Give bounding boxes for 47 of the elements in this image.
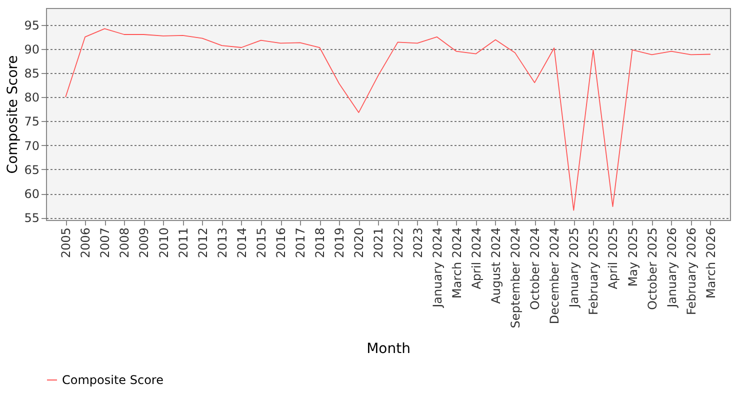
x-tick-label: 2020 — [352, 228, 366, 258]
x-tick-label: 2017 — [294, 228, 308, 258]
x-tick-label: 2015 — [254, 228, 268, 258]
x-tick-label: 2018 — [313, 228, 328, 258]
x-tick-label: January 2024 — [430, 228, 444, 308]
y-axis-title: Composite Score — [5, 55, 22, 174]
y-tick-label: 75 — [24, 114, 40, 129]
x-tick-label: 2010 — [156, 228, 171, 258]
x-tick-label: December 2024 — [548, 228, 562, 324]
x-tick-label: January 2025 — [567, 228, 582, 308]
x-tick-label: 2005 — [59, 228, 74, 258]
line-series — [65, 28, 711, 211]
x-tick-label: April 2025 — [606, 228, 620, 290]
x-tick-label: April 2024 — [469, 228, 484, 290]
y-tick-label: 80 — [24, 90, 40, 105]
x-tick-label: 2008 — [118, 228, 132, 258]
y-tick-label: 55 — [24, 211, 40, 226]
x-tick-label: 2007 — [98, 228, 112, 258]
x-tick-label: 2021 — [372, 228, 386, 258]
x-tick-label: 2009 — [137, 228, 152, 258]
x-tick-label: February 2025 — [586, 228, 601, 316]
x-tick-label: May 2025 — [626, 228, 640, 287]
x-tick-label: January 2026 — [664, 228, 679, 308]
x-tick-label: 2019 — [332, 228, 347, 258]
x-tick-label: 2014 — [234, 228, 249, 258]
y-tick-label: 85 — [24, 66, 40, 81]
y-tick-label: 90 — [24, 42, 40, 56]
y-tick-label: 95 — [24, 18, 40, 32]
x-tick-label: September 2024 — [508, 228, 523, 328]
y-tick-label: 60 — [24, 187, 40, 201]
legend-label: Composite Score — [62, 373, 164, 387]
x-tick-label: October 2024 — [528, 228, 542, 310]
x-tick-label: 2023 — [410, 228, 425, 258]
y-tick-label: 65 — [24, 162, 40, 177]
x-tick-label: 2013 — [215, 228, 230, 258]
x-tick-label: 2011 — [176, 228, 190, 258]
x-tick-label: February 2026 — [684, 228, 698, 316]
x-tick-label: 2022 — [391, 228, 406, 258]
x-tick-label: 2012 — [196, 228, 210, 258]
x-tick-label: 2016 — [274, 228, 288, 258]
x-tick-label: March 2026 — [704, 228, 718, 298]
x-axis-title: Month — [366, 341, 410, 358]
y-tick-label: 70 — [24, 138, 40, 153]
x-tick-label: March 2024 — [450, 228, 464, 298]
x-tick-label: 2006 — [78, 228, 93, 258]
x-tick-label: October 2025 — [645, 228, 660, 310]
x-tick-label: August 2024 — [488, 228, 503, 304]
